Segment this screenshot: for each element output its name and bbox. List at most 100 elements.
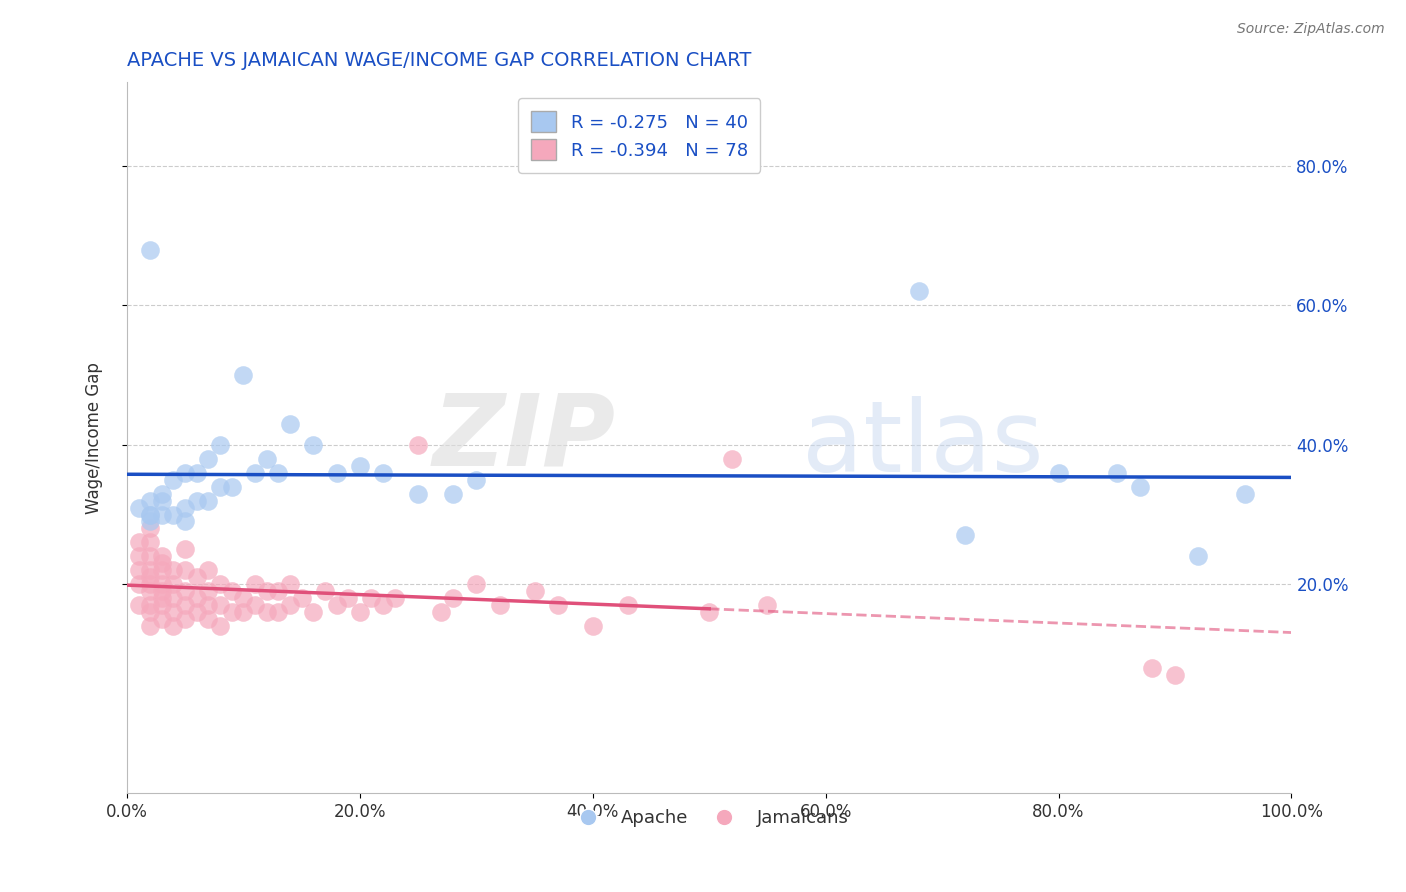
Point — [186, 570, 208, 584]
Point — [174, 598, 197, 612]
Point — [150, 563, 173, 577]
Point — [128, 500, 150, 515]
Point — [371, 598, 394, 612]
Point — [955, 528, 977, 542]
Point — [139, 243, 162, 257]
Point — [278, 577, 301, 591]
Point — [1129, 480, 1152, 494]
Point — [174, 612, 197, 626]
Point — [243, 466, 266, 480]
Point — [162, 591, 184, 606]
Point — [302, 605, 325, 619]
Point — [337, 591, 360, 606]
Point — [582, 619, 605, 633]
Point — [139, 508, 162, 522]
Point — [197, 563, 219, 577]
Point — [162, 619, 184, 633]
Point — [406, 438, 429, 452]
Point — [406, 486, 429, 500]
Point — [221, 480, 243, 494]
Point — [209, 480, 232, 494]
Point — [371, 466, 394, 480]
Point — [907, 285, 929, 299]
Point — [162, 605, 184, 619]
Point — [174, 584, 197, 599]
Point — [139, 535, 162, 549]
Point — [150, 598, 173, 612]
Point — [547, 598, 569, 612]
Point — [325, 466, 347, 480]
Point — [314, 584, 336, 599]
Point — [150, 549, 173, 564]
Legend: Apache, Jamaicans: Apache, Jamaicans — [562, 802, 856, 834]
Point — [186, 605, 208, 619]
Point — [302, 438, 325, 452]
Point — [186, 466, 208, 480]
Point — [256, 584, 278, 599]
Point — [1164, 668, 1187, 682]
Point — [243, 577, 266, 591]
Point — [197, 584, 219, 599]
Point — [267, 466, 290, 480]
Point — [523, 584, 546, 599]
Point — [162, 563, 184, 577]
Point — [139, 570, 162, 584]
Point — [221, 605, 243, 619]
Point — [697, 605, 720, 619]
Point — [150, 612, 173, 626]
Point — [139, 577, 162, 591]
Point — [174, 515, 197, 529]
Point — [197, 598, 219, 612]
Point — [128, 598, 150, 612]
Text: atlas: atlas — [803, 396, 1045, 493]
Point — [430, 605, 453, 619]
Point — [186, 493, 208, 508]
Point — [232, 605, 254, 619]
Point — [256, 451, 278, 466]
Point — [162, 508, 184, 522]
Point — [139, 619, 162, 633]
Point — [756, 598, 779, 612]
Point — [232, 591, 254, 606]
Point — [174, 563, 197, 577]
Point — [150, 557, 173, 571]
Point — [325, 598, 347, 612]
Point — [128, 563, 150, 577]
Point — [256, 605, 278, 619]
Point — [139, 598, 162, 612]
Point — [267, 584, 290, 599]
Point — [243, 598, 266, 612]
Point — [162, 577, 184, 591]
Point — [441, 591, 464, 606]
Point — [128, 577, 150, 591]
Point — [174, 466, 197, 480]
Point — [128, 549, 150, 564]
Point — [441, 486, 464, 500]
Point — [139, 521, 162, 535]
Point — [465, 577, 488, 591]
Point — [721, 451, 744, 466]
Point — [150, 584, 173, 599]
Point — [150, 508, 173, 522]
Point — [150, 486, 173, 500]
Point — [139, 605, 162, 619]
Point — [209, 619, 232, 633]
Point — [197, 612, 219, 626]
Point — [616, 598, 638, 612]
Point — [360, 591, 382, 606]
Point — [139, 515, 162, 529]
Point — [209, 438, 232, 452]
Point — [488, 598, 510, 612]
Point — [174, 542, 197, 557]
Point — [197, 451, 219, 466]
Point — [197, 493, 219, 508]
Y-axis label: Wage/Income Gap: Wage/Income Gap — [86, 362, 103, 514]
Point — [1233, 486, 1256, 500]
Text: ZIP: ZIP — [433, 389, 616, 486]
Text: APACHE VS JAMAICAN WAGE/INCOME GAP CORRELATION CHART: APACHE VS JAMAICAN WAGE/INCOME GAP CORRE… — [127, 51, 751, 70]
Point — [349, 605, 371, 619]
Point — [267, 605, 290, 619]
Point — [128, 535, 150, 549]
Point — [221, 584, 243, 599]
Point — [1187, 549, 1209, 564]
